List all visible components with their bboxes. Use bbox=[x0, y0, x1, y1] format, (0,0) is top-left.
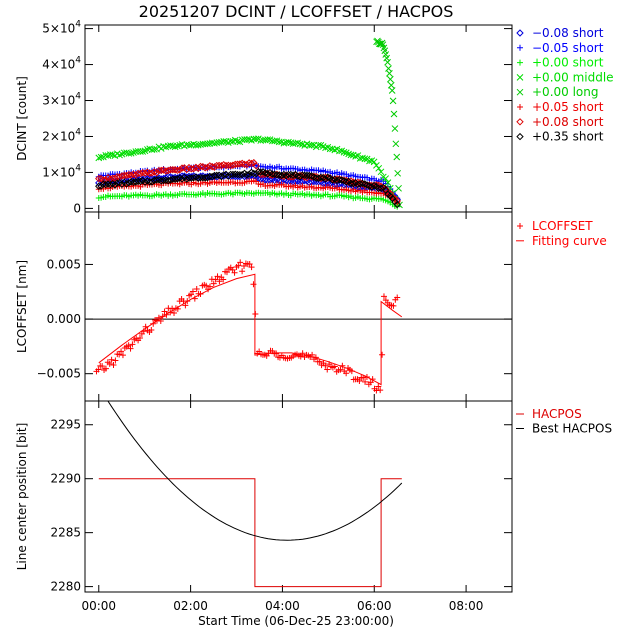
lcoffset-point bbox=[250, 281, 256, 287]
dcint-legend-label: +0.00 long bbox=[532, 85, 599, 99]
dcint-legend-marker bbox=[517, 45, 523, 51]
x-axis-label: Start Time (06-Dec-25 23:00:00) bbox=[198, 614, 394, 628]
dcint-point bbox=[395, 170, 401, 176]
dcint-point bbox=[388, 82, 394, 88]
lcoffset-y-tick-label: 0.000 bbox=[47, 312, 81, 326]
dcint-legend-marker bbox=[517, 104, 523, 110]
dcint-legend-label: +0.05 short bbox=[532, 100, 604, 114]
lcoffset-point bbox=[379, 352, 385, 358]
dcint-y-tick-label: 5×104 bbox=[42, 20, 81, 36]
lcoffset-series-1 bbox=[99, 274, 402, 384]
hacpos-curve-1 bbox=[97, 401, 402, 540]
lcoffset-y-tick-label: 0.005 bbox=[47, 257, 81, 271]
hacpos-legend-label: HACPOS bbox=[532, 407, 582, 421]
dcint-legend-label: −0.05 short bbox=[532, 41, 604, 55]
lcoffset-panel: −0.005 0.000 0.005 LCOFFSET [nm] LCOFFSETFit… bbox=[15, 212, 607, 401]
dcint-plot-area bbox=[96, 38, 403, 210]
lcoffset-point bbox=[239, 268, 245, 274]
dcint-legend-label: +0.00 short bbox=[532, 56, 604, 70]
x-tick-label: 04:00 bbox=[265, 599, 300, 613]
dcint-point bbox=[346, 151, 352, 157]
hacpos-series-1 bbox=[97, 401, 402, 540]
dcint-legend: −0.08 short−0.05 short+0.00 short+0.00 m… bbox=[517, 26, 614, 144]
dcint-y-tick-label: 3×104 bbox=[42, 92, 81, 108]
hacpos-y-tick-label: 2280 bbox=[50, 580, 81, 594]
dcint-legend-label: +0.08 short bbox=[532, 115, 604, 129]
hacpos-legend-label: Best HACPOS bbox=[532, 422, 612, 436]
lcoffset-y-tick-label: −0.005 bbox=[37, 367, 81, 381]
hacpos-panel: 00:00 02:00 04:00 06:00 08:00 2280 2285 2290 229… bbox=[15, 401, 612, 613]
hacpos-plot-area bbox=[97, 401, 402, 587]
dcint-panel: 0 1×104 2×104 3×104 4×104 5×104 DCINT [count] −… bbox=[15, 20, 614, 216]
x-tick-label: 00:00 bbox=[81, 599, 116, 613]
dcint-y-axis-label: DCINT [count] bbox=[15, 76, 29, 161]
x-tick-label: 02:00 bbox=[173, 599, 208, 613]
lcoffset-legend-marker bbox=[517, 223, 523, 229]
dcint-legend-label: −0.08 short bbox=[532, 26, 604, 40]
hacpos-y-tick-label: 2295 bbox=[50, 418, 81, 432]
dcint-legend-marker bbox=[517, 30, 523, 36]
dcint-series-2 bbox=[96, 190, 400, 210]
dcint-point bbox=[385, 59, 391, 65]
dcint-y-tick-label: 1×104 bbox=[42, 163, 81, 179]
dcint-point bbox=[393, 141, 399, 147]
dcint-legend-marker bbox=[517, 119, 523, 125]
hacpos-y-tick-label: 2290 bbox=[50, 472, 81, 486]
dcint-point bbox=[390, 98, 396, 104]
lcoffset-line-1 bbox=[99, 274, 402, 384]
hacpos-y-axis-label: Line center position [bit] bbox=[15, 423, 29, 571]
dcint-legend-marker bbox=[517, 134, 523, 140]
hacpos-y-tick-label: 2285 bbox=[50, 526, 81, 540]
dcint-point bbox=[386, 70, 392, 76]
dcint-point bbox=[396, 185, 402, 191]
x-tick-label: 08:00 bbox=[449, 599, 484, 613]
dcint-y-tick-label: 4×104 bbox=[42, 56, 81, 72]
dcint-point bbox=[371, 159, 377, 165]
hacpos-series-0 bbox=[99, 479, 402, 587]
hacpos-line-0 bbox=[99, 479, 402, 587]
dcint-point bbox=[376, 165, 382, 171]
dcint-y-tick-label: 2×104 bbox=[42, 127, 81, 143]
chart-title: 20251207 DCINT / LCOFFSET / HACPOS bbox=[139, 2, 454, 21]
lcoffset-legend-label: Fitting curve bbox=[532, 234, 607, 248]
hacpos-frame bbox=[85, 401, 512, 592]
lcoffset-y-axis-label: LCOFFSET [nm] bbox=[15, 260, 29, 353]
dcint-point bbox=[389, 88, 395, 94]
dcint-legend-marker bbox=[517, 60, 523, 66]
lcoffset-series-0 bbox=[93, 259, 400, 393]
dcint-point bbox=[391, 111, 397, 117]
dcint-legend-marker bbox=[517, 74, 523, 80]
x-tick-label: 06:00 bbox=[357, 599, 392, 613]
lcoffset-frame bbox=[85, 212, 512, 401]
dcint-legend-marker bbox=[517, 89, 523, 95]
dcint-point bbox=[387, 76, 393, 82]
panels: 0 1×104 2×104 3×104 4×104 5×104 DCINT [count] −… bbox=[15, 20, 614, 613]
dcint-legend-label: +0.00 middle bbox=[532, 70, 614, 84]
dcint-point bbox=[394, 154, 400, 160]
lcoffset-legend-label: LCOFFSET bbox=[532, 219, 593, 233]
dcint-legend-label: +0.35 short bbox=[532, 130, 604, 144]
dcint-point bbox=[392, 126, 398, 132]
lcoffset-plot-area bbox=[93, 259, 401, 393]
dcint-y-tick-label: 0 bbox=[73, 201, 81, 215]
